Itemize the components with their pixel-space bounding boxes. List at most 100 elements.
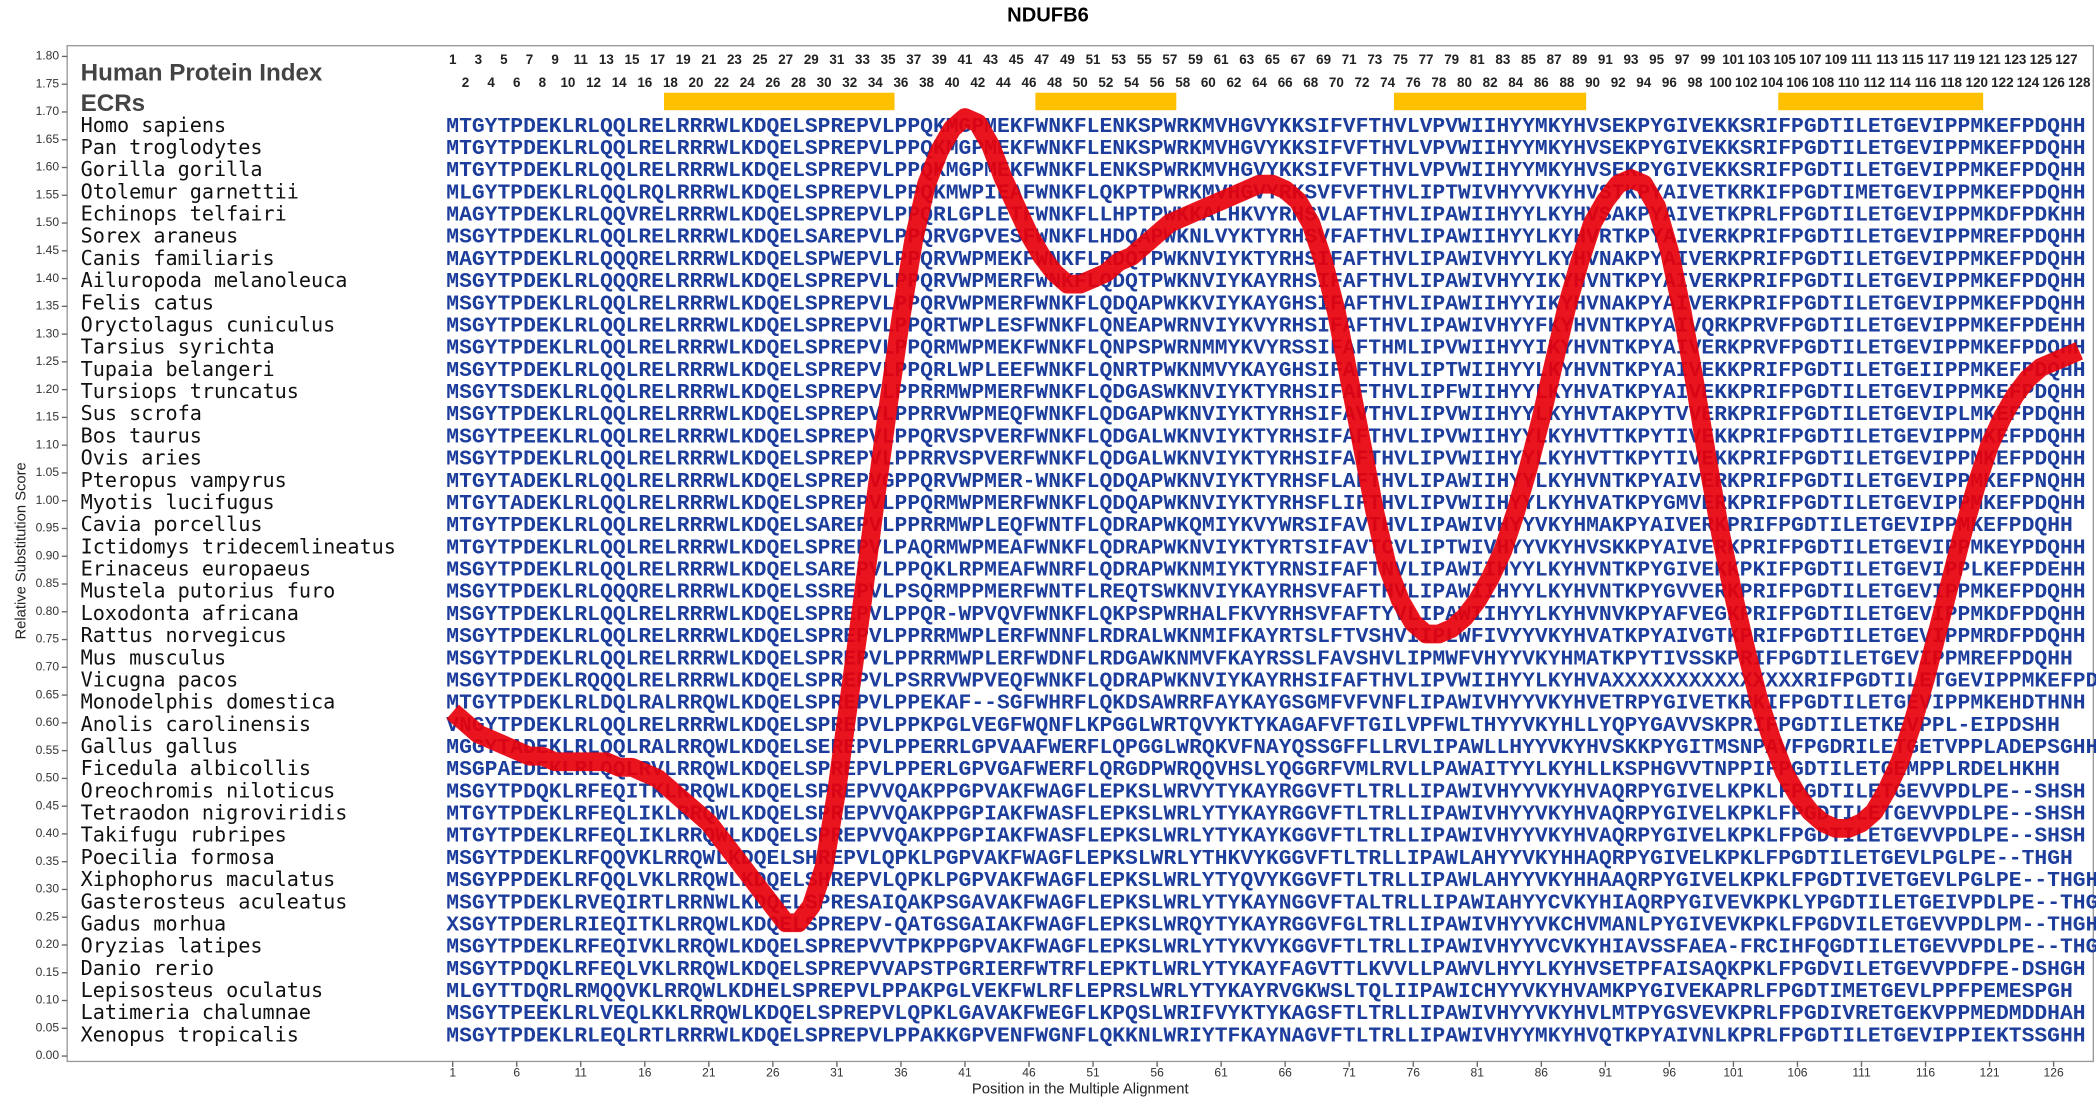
x-tick-label: 96 <box>1663 1066 1677 1080</box>
index-number: 116 <box>1915 75 1937 90</box>
index-number: 62 <box>1226 75 1241 90</box>
index-number: 69 <box>1316 52 1331 67</box>
sequence: MAGYTPDEKLRLQQQRELRRRWLKDQELSPWEPVLPPQRV… <box>446 249 2085 272</box>
sequence: MSGYTPDEKLRLQQLRELRRRWLKDQELSPREPVLPPQRL… <box>446 360 2085 383</box>
species-name: Ovis aries <box>81 446 202 470</box>
index-number: 58 <box>1175 75 1190 90</box>
species-name: Echinops telfairi <box>81 202 287 226</box>
y-tick-label: 0.20 <box>36 937 60 951</box>
index-number: 8 <box>539 75 547 90</box>
y-tick-label: 0.90 <box>36 548 60 562</box>
index-number: 83 <box>1495 52 1510 67</box>
index-number: 28 <box>791 75 806 90</box>
x-tick-label: 126 <box>2044 1066 2064 1080</box>
sequence: MSGYTPDEKLRVEQIRTLRRNWLKDQELSPRESAIQAKPS… <box>446 892 2096 915</box>
index-number: 93 <box>1623 52 1638 67</box>
index-number: 71 <box>1342 52 1357 67</box>
species-name: Homo sapiens <box>81 113 227 137</box>
index-label: Human Protein Index <box>81 59 323 86</box>
species-name: Canis familiaris <box>81 246 275 270</box>
x-tick-label: 6 <box>513 1066 520 1080</box>
ecr-label: ECRs <box>81 90 145 117</box>
plot-frame <box>66 45 2094 1063</box>
index-number: 18 <box>663 75 678 90</box>
chart-title: NDUFB6 <box>1007 4 1089 26</box>
index-number: 122 <box>1991 75 2013 90</box>
index-number: 5 <box>500 52 508 67</box>
y-tick-label: 1.80 <box>36 49 60 63</box>
species-name: Otolemur garnettii <box>81 179 299 203</box>
sequence: MSGYTPDEKLRFQQVKLRRQWLKDQELSHREPVLQPKLPG… <box>446 848 2073 871</box>
species-name: Vicugna pacos <box>81 667 239 691</box>
score-line <box>446 108 2083 933</box>
species-name: Ictidomys tridecemlineatus <box>81 534 396 558</box>
index-number: 94 <box>1636 75 1651 90</box>
index-number: 96 <box>1662 75 1677 90</box>
y-tick-label: 1.30 <box>36 326 60 340</box>
species-name: Tetraodon nigroviridis <box>81 801 348 825</box>
index-number: 13 <box>599 52 614 67</box>
index-number: 70 <box>1329 75 1344 90</box>
index-number: 4 <box>487 75 495 90</box>
index-number: 31 <box>829 52 844 67</box>
ecr-bar <box>1778 92 1984 111</box>
index-number: 20 <box>689 75 704 90</box>
index-number: 2 <box>462 75 469 90</box>
x-tick-label: 121 <box>1979 1066 1999 1080</box>
index-number: 32 <box>842 75 857 90</box>
y-tick-label: 0.45 <box>36 798 60 812</box>
index-number: 33 <box>855 52 870 67</box>
species-name: Tursiops truncatus <box>81 379 299 403</box>
y-tick-label: 1.55 <box>36 187 60 201</box>
species-name: Erinaceus europaeus <box>81 557 311 581</box>
x-tick-label: 71 <box>1342 1066 1356 1080</box>
y-tick-label: 0.25 <box>36 909 60 923</box>
x-tick-label: 26 <box>766 1066 780 1080</box>
sequence: MAGYTPDEKLRLQQVRELRRRWLKDQELSPREPVLPPQRL… <box>446 205 2085 228</box>
sequence: MTGYTPDEKLRLQQLRELRRRWLKDQELSPREPVLPAQRM… <box>446 537 2085 560</box>
index-number: 101 <box>1722 52 1745 67</box>
index-number: 89 <box>1572 52 1587 67</box>
index-number: 10 <box>560 75 575 90</box>
sequence: MLGYTPDEKLRLQQLRQLRRRWLKDQELSPREPVLPPQKM… <box>446 182 2085 205</box>
index-number: 106 <box>1786 75 1808 90</box>
y-tick-label: 1.10 <box>36 437 60 451</box>
sequence: MSGYTPDEKLRLQQLRELRRRWLKDQELSPREPVLPPQR-… <box>446 604 2085 627</box>
sequence: MSGYTSDEKLRLQQLRELRRRWLKDQELSPREPVLPPRRM… <box>446 382 2085 405</box>
x-tick-label: 56 <box>1150 1066 1164 1080</box>
index-number: 36 <box>893 75 908 90</box>
index-number: 53 <box>1111 52 1126 67</box>
species-name: Gallus gallus <box>81 734 239 758</box>
sequence: MSGYTPDEKLRFEQIVKLRRQWLKDQELSPREPVVTPKPP… <box>446 937 2096 960</box>
species-name: Anolis carolinensis <box>81 712 311 736</box>
index-number: 118 <box>1940 75 1962 90</box>
index-number: 61 <box>1214 52 1229 67</box>
index-number: 35 <box>881 52 896 67</box>
species-name: Gadus morhua <box>81 911 227 935</box>
index-number: 84 <box>1508 75 1523 90</box>
index-number: 109 <box>1825 52 1847 67</box>
index-number: 23 <box>727 52 742 67</box>
y-tick-label: 0.55 <box>36 743 60 757</box>
index-number: 127 <box>2055 52 2077 67</box>
sequence: MSGYTPDEKLRLQQLRELRRRWLKDQELSPREPVLPPQRV… <box>446 293 2085 316</box>
index-number: 95 <box>1649 52 1664 67</box>
index-number: 60 <box>1201 75 1216 90</box>
ecr-bar <box>1394 92 1587 111</box>
sequence: MSGYTPDQKLRFEQITKLRRQWLKDQELSPREPVVQAKPP… <box>446 781 2085 804</box>
x-tick-label: 16 <box>638 1066 652 1080</box>
species-name: Latimeria chalumnae <box>81 1000 311 1024</box>
index-number: 47 <box>1034 52 1049 67</box>
index-number: 124 <box>2017 75 2040 90</box>
sequence: MSGYTPDEKLRQQQLRELRRRWLKDQELSPREPVLPSRRV… <box>446 670 2096 693</box>
y-tick-label: 1.65 <box>36 132 60 146</box>
sequence: MSGYTPDEKLRLQQLRELRRRWLKDQELSPREPVLPPRRV… <box>446 449 2085 472</box>
index-number: 86 <box>1534 75 1549 90</box>
sequence: MSGYTPDEKLRLQQLRELRRRWLKDQELSPREPVLPPRRV… <box>446 404 2085 427</box>
sequence: MSGYTPDEKLRLEQLRTLRRRWLKDQELSPREPVLPPAKK… <box>446 1025 2085 1048</box>
index-number: 88 <box>1559 75 1574 90</box>
x-tick-label: 21 <box>702 1066 716 1080</box>
sequence: MSGYTPDEKLRLQQLRELRRRWLKDQELSPREPVLPPQRT… <box>446 315 2085 338</box>
sequence: MTGYTPDEKLRLDQLRALRRQWLKDQELSPREPVLPPEKA… <box>446 693 2085 716</box>
